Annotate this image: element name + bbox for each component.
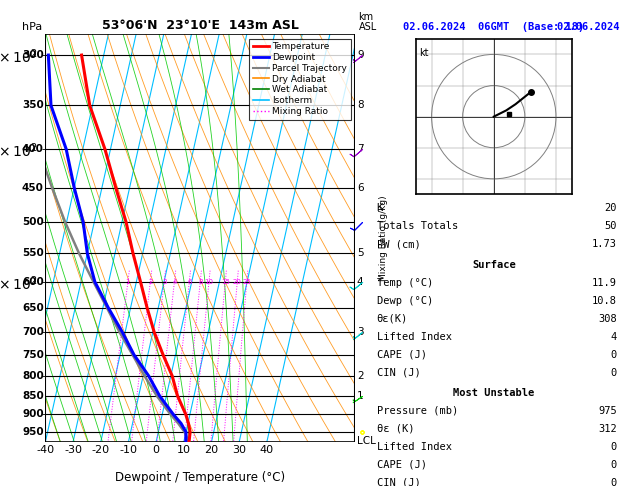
Text: CAPE (J): CAPE (J) (377, 460, 426, 470)
Text: 650: 650 (22, 303, 44, 313)
Text: 40: 40 (260, 445, 274, 455)
Text: 20: 20 (604, 203, 617, 213)
Text: -10: -10 (120, 445, 137, 455)
Text: Dewpoint / Temperature (°C): Dewpoint / Temperature (°C) (115, 470, 286, 484)
Text: 15: 15 (221, 279, 230, 285)
Text: 600: 600 (22, 277, 44, 287)
Text: kt: kt (419, 48, 428, 58)
Text: 1: 1 (126, 279, 130, 285)
Text: 9: 9 (357, 50, 364, 60)
Text: 400: 400 (22, 144, 44, 154)
Text: Lifted Index: Lifted Index (377, 331, 452, 342)
Text: 950: 950 (22, 427, 44, 437)
Text: CIN (J): CIN (J) (377, 478, 420, 486)
Text: CIN (J): CIN (J) (377, 367, 420, 378)
Text: 6: 6 (187, 279, 192, 285)
Text: 50: 50 (604, 221, 617, 231)
Text: 7: 7 (357, 144, 364, 154)
Text: Temp (°C): Temp (°C) (377, 278, 433, 288)
Text: 30: 30 (232, 445, 246, 455)
Text: Lifted Index: Lifted Index (377, 442, 452, 452)
Text: 0: 0 (611, 478, 617, 486)
Text: 450: 450 (22, 183, 44, 192)
Text: CAPE (J): CAPE (J) (377, 349, 426, 360)
Text: PW (cm): PW (cm) (377, 239, 420, 249)
Text: Surface: Surface (472, 260, 516, 270)
Text: 312: 312 (598, 424, 617, 434)
Text: -40: -40 (36, 445, 54, 455)
Text: LCL: LCL (357, 435, 376, 446)
Text: 900: 900 (22, 409, 44, 419)
Text: Mixing Ratio (g/kg): Mixing Ratio (g/kg) (379, 195, 388, 281)
Text: 1: 1 (357, 391, 364, 401)
Text: 10: 10 (204, 279, 213, 285)
Text: 02.06.2024  06GMT  (Base: 18): 02.06.2024 06GMT (Base: 18) (403, 21, 585, 32)
Text: 0: 0 (611, 442, 617, 452)
Text: θε (K): θε (K) (377, 424, 414, 434)
Text: 0: 0 (611, 367, 617, 378)
Text: 300: 300 (22, 50, 44, 60)
Text: 3: 3 (162, 279, 167, 285)
Text: 10.8: 10.8 (592, 295, 617, 306)
Text: 20: 20 (204, 445, 218, 455)
Text: 750: 750 (22, 350, 44, 360)
Text: 4: 4 (172, 279, 177, 285)
Text: 975: 975 (598, 406, 617, 416)
Text: 4: 4 (611, 331, 617, 342)
Text: 350: 350 (22, 101, 44, 110)
Text: 8: 8 (357, 101, 364, 110)
Text: 20: 20 (233, 279, 242, 285)
Text: Totals Totals: Totals Totals (377, 221, 458, 231)
Text: 700: 700 (22, 327, 44, 337)
Text: 2: 2 (357, 371, 364, 381)
Text: 10: 10 (177, 445, 191, 455)
Text: 3: 3 (357, 327, 364, 337)
Text: 4: 4 (357, 277, 364, 287)
Text: 6: 6 (357, 183, 364, 192)
Text: km
ASL: km ASL (359, 12, 377, 32)
Text: 500: 500 (22, 217, 44, 227)
Text: 5: 5 (357, 248, 364, 259)
Text: Most Unstable: Most Unstable (454, 388, 535, 398)
Text: hPa: hPa (22, 21, 42, 32)
Text: 25: 25 (242, 279, 251, 285)
Text: Dewp (°C): Dewp (°C) (377, 295, 433, 306)
Text: 308: 308 (598, 313, 617, 324)
Text: K: K (377, 203, 383, 213)
Text: 11.9: 11.9 (592, 278, 617, 288)
Text: 1.73: 1.73 (592, 239, 617, 249)
Text: Pressure (mb): Pressure (mb) (377, 406, 458, 416)
Text: 53°06'N  23°10'E  143m ASL: 53°06'N 23°10'E 143m ASL (102, 18, 299, 32)
Text: θε(K): θε(K) (377, 313, 408, 324)
Text: -20: -20 (92, 445, 109, 455)
Text: -30: -30 (64, 445, 82, 455)
Text: 2: 2 (148, 279, 152, 285)
Text: 850: 850 (22, 391, 44, 401)
Legend: Temperature, Dewpoint, Parcel Trajectory, Dry Adiabat, Wet Adiabat, Isotherm, Mi: Temperature, Dewpoint, Parcel Trajectory… (249, 38, 351, 120)
Text: 02.06.2024  06GMT  (Base: 18): 02.06.2024 06GMT (Base: 18) (557, 21, 629, 32)
Text: 550: 550 (22, 248, 44, 259)
Text: 0: 0 (611, 460, 617, 470)
Text: 0: 0 (153, 445, 160, 455)
Text: 8: 8 (198, 279, 203, 285)
Text: 0: 0 (611, 349, 617, 360)
Text: 800: 800 (22, 371, 44, 381)
